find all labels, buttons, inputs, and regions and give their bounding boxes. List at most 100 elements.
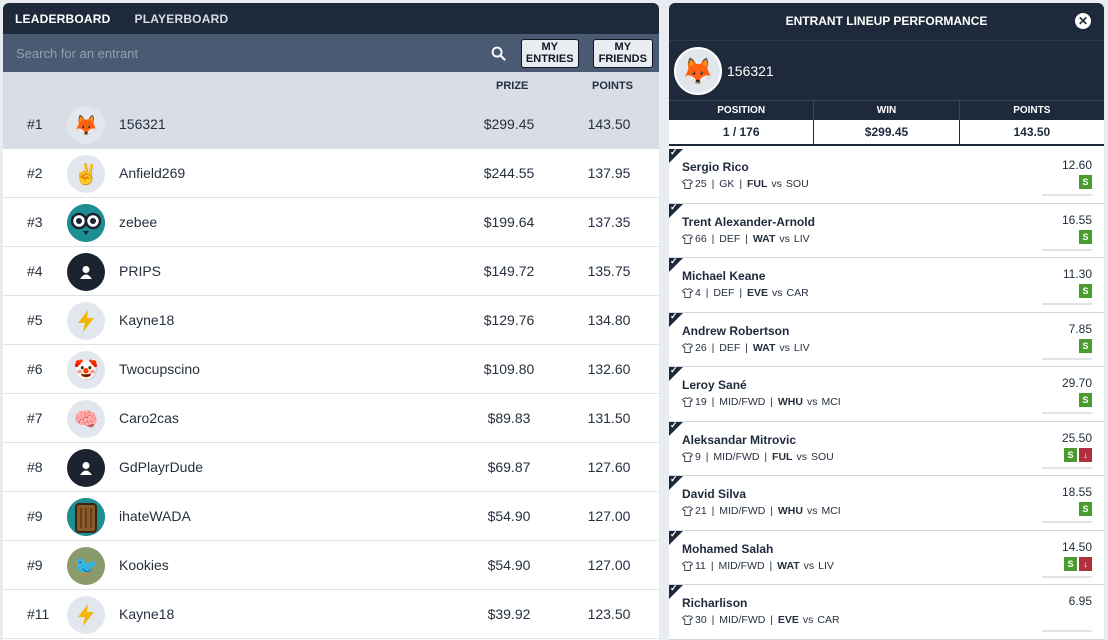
player-meta: 9 | MID/FWD | FUL vs SOU xyxy=(682,451,834,463)
entrant-name: Kayne18 xyxy=(119,312,175,328)
separator: | xyxy=(736,178,745,190)
rank: #5 xyxy=(27,312,43,328)
prize-column-header[interactable]: PRIZE xyxy=(496,80,529,92)
table-row[interactable]: #11 Kayne18 $39.92 123.50 xyxy=(3,590,659,639)
versus-label: vs xyxy=(779,341,790,354)
sub-badge[interactable]: S xyxy=(1079,338,1092,353)
table-row[interactable]: #2 ✌️ Anfield269 $244.55 137.95 xyxy=(3,149,659,198)
rank: #4 xyxy=(27,263,43,279)
player-name: Richarlison xyxy=(682,596,748,610)
prize-value: $149.72 xyxy=(483,263,535,279)
player-row[interactable]: ✓ Andrew Robertson 26 | DEF | WAT vs LIV 7.85… xyxy=(669,311,1104,367)
prize-value: $54.90 xyxy=(487,557,531,573)
player-name: Aleksandar Mitrovic xyxy=(682,432,797,447)
my-entries-button[interactable]: MY ENTRIES xyxy=(520,38,579,68)
points-value: 132.60 xyxy=(587,361,631,377)
player-points: 14.50 xyxy=(1061,539,1092,554)
shirt-icon xyxy=(682,234,693,244)
player-name: Trent Alexander-Arnold xyxy=(682,214,815,229)
points-value: 137.35 xyxy=(587,214,631,230)
player-meta: 25 | GK | FUL vs SOU xyxy=(682,178,809,190)
sub-badge[interactable]: S xyxy=(1064,556,1077,571)
table-row[interactable]: #9 🐦 Kookies $54.90 127.00 xyxy=(3,541,659,590)
search-input[interactable] xyxy=(16,38,486,68)
close-icon[interactable]: ✕ xyxy=(1075,13,1091,29)
table-row[interactable]: #6 🤡 Twocupscino $109.80 132.60 xyxy=(3,345,659,394)
search-icon[interactable] xyxy=(486,46,512,61)
player-badges: S xyxy=(1079,229,1092,244)
versus-label: vs xyxy=(802,614,814,626)
player-row[interactable]: ✓ Leroy Sané 19 | MID/FWD | WHU vs MCI 29.70 S xyxy=(669,365,1104,422)
table-row[interactable]: #8 GdPlayrDude $69.87 127.60 xyxy=(3,443,659,492)
points-value: 131.50 xyxy=(587,410,631,426)
player-row[interactable]: ✓ Sergio Rico 25 | GK | FUL vs SOU 12.60 S xyxy=(669,147,1104,204)
sub-badge[interactable]: S xyxy=(1079,393,1092,407)
sub-badge[interactable]: S xyxy=(1079,175,1092,189)
points-value: 137.95 xyxy=(587,165,631,181)
player-row[interactable]: ✓ Richarlison 30 | MID/FWD | EVE vs CAR 6.95 xyxy=(669,583,1104,640)
shirt-number: 11 xyxy=(695,559,706,572)
player-position: MID/FWD xyxy=(718,559,765,572)
sub-badge[interactable]: S xyxy=(1064,447,1077,462)
rank: #6 xyxy=(27,361,43,377)
progress-bar xyxy=(1042,412,1092,414)
progress-bar xyxy=(1042,575,1092,578)
versus-label: vs xyxy=(803,559,815,572)
shirt-number: 26 xyxy=(695,341,707,354)
my-friends-button[interactable]: MY FRIENDS xyxy=(592,38,653,68)
tab-leaderboard[interactable]: LEADERBOARD xyxy=(15,11,111,26)
player-name: David Silva xyxy=(682,487,747,501)
points-value: 127.00 xyxy=(587,557,631,573)
player-position: GK xyxy=(719,178,735,190)
corner-flag xyxy=(669,203,683,218)
lightning-avatar xyxy=(67,302,105,340)
sub-badge[interactable]: S xyxy=(1079,229,1092,244)
points-value: 143.50 xyxy=(1013,125,1051,139)
down-arrow-icon[interactable]: ↓ xyxy=(1079,447,1092,462)
entrant-name: Kayne18 xyxy=(119,606,175,622)
opponent-team: LIV xyxy=(793,232,810,245)
table-row[interactable]: #3 zebee $199.64 137.35 xyxy=(3,198,659,247)
player-position: DEF xyxy=(719,341,741,354)
points-header: POINTS xyxy=(1013,105,1051,116)
shirt-number: 19 xyxy=(695,396,707,408)
player-row[interactable]: ✓ Aleksandar Mitrovic 9 | MID/FWD | FUL vs S… xyxy=(669,420,1104,476)
down-arrow-icon[interactable]: ↓ xyxy=(1079,556,1092,571)
position-value: 1 / 176 xyxy=(669,120,815,144)
player-row[interactable]: ✓ David Silva 21 | MID/FWD | WHU vs MCI 18.55… xyxy=(669,474,1104,531)
shirt-icon xyxy=(682,615,693,625)
fox-avatar: 🦊 xyxy=(674,47,722,95)
player-badges: S xyxy=(1079,502,1092,516)
entrant-header: 🦊 156321 xyxy=(669,40,1104,100)
player-badges: S ↓ xyxy=(1064,447,1092,462)
player-points: 16.55 xyxy=(1061,212,1092,227)
corner-flag xyxy=(669,149,683,163)
corner-flag xyxy=(669,367,683,381)
lightning-avatar xyxy=(67,596,105,634)
table-row[interactable]: #4 PRIPS $149.72 135.75 xyxy=(3,247,659,296)
entrant-name: Caro2cas xyxy=(119,410,179,426)
table-row[interactable]: #1 🦊 156321 $299.45 143.50 xyxy=(3,100,659,149)
check-icon: ✓ xyxy=(670,147,678,157)
fox-avatar: 🦊 xyxy=(67,106,105,144)
win-value: $299.45 xyxy=(814,120,960,144)
player-meta: 11 | MID/FWD | WAT vs LIV xyxy=(682,560,834,572)
versus-label: vs xyxy=(771,287,783,299)
entrant-name: Kookies xyxy=(119,557,169,573)
table-row[interactable]: #7 🧠 Caro2cas $89.83 131.50 xyxy=(3,394,659,443)
progress-bar xyxy=(1042,521,1092,523)
player-row[interactable]: ✓ Mohamed Salah 11 | MID/FWD | WAT vs LIV 14.… xyxy=(669,529,1104,585)
bird-avatar: 🐦 xyxy=(67,547,105,585)
sub-badge[interactable]: S xyxy=(1079,502,1092,516)
entrant-name: 156321 xyxy=(727,63,774,79)
sub-badge[interactable]: S xyxy=(1079,284,1092,298)
owl-avatar xyxy=(67,204,105,242)
points-column-header[interactable]: POINTS xyxy=(592,80,633,92)
tab-playerboard[interactable]: PLAYERBOARD xyxy=(134,11,229,26)
table-row[interactable]: #5 Kayne18 $129.76 134.80 xyxy=(3,296,659,345)
shirt-icon xyxy=(682,452,693,462)
table-row[interactable]: #9 ihateWADA $54.90 127.00 xyxy=(3,492,659,541)
player-position: MID/FWD xyxy=(719,614,766,626)
player-row[interactable]: ✓ Trent Alexander-Arnold 66 | DEF | WAT vs L… xyxy=(669,202,1104,258)
player-row[interactable]: ✓ Michael Keane 4 | DEF | EVE vs CAR 11.30 S xyxy=(669,256,1104,313)
